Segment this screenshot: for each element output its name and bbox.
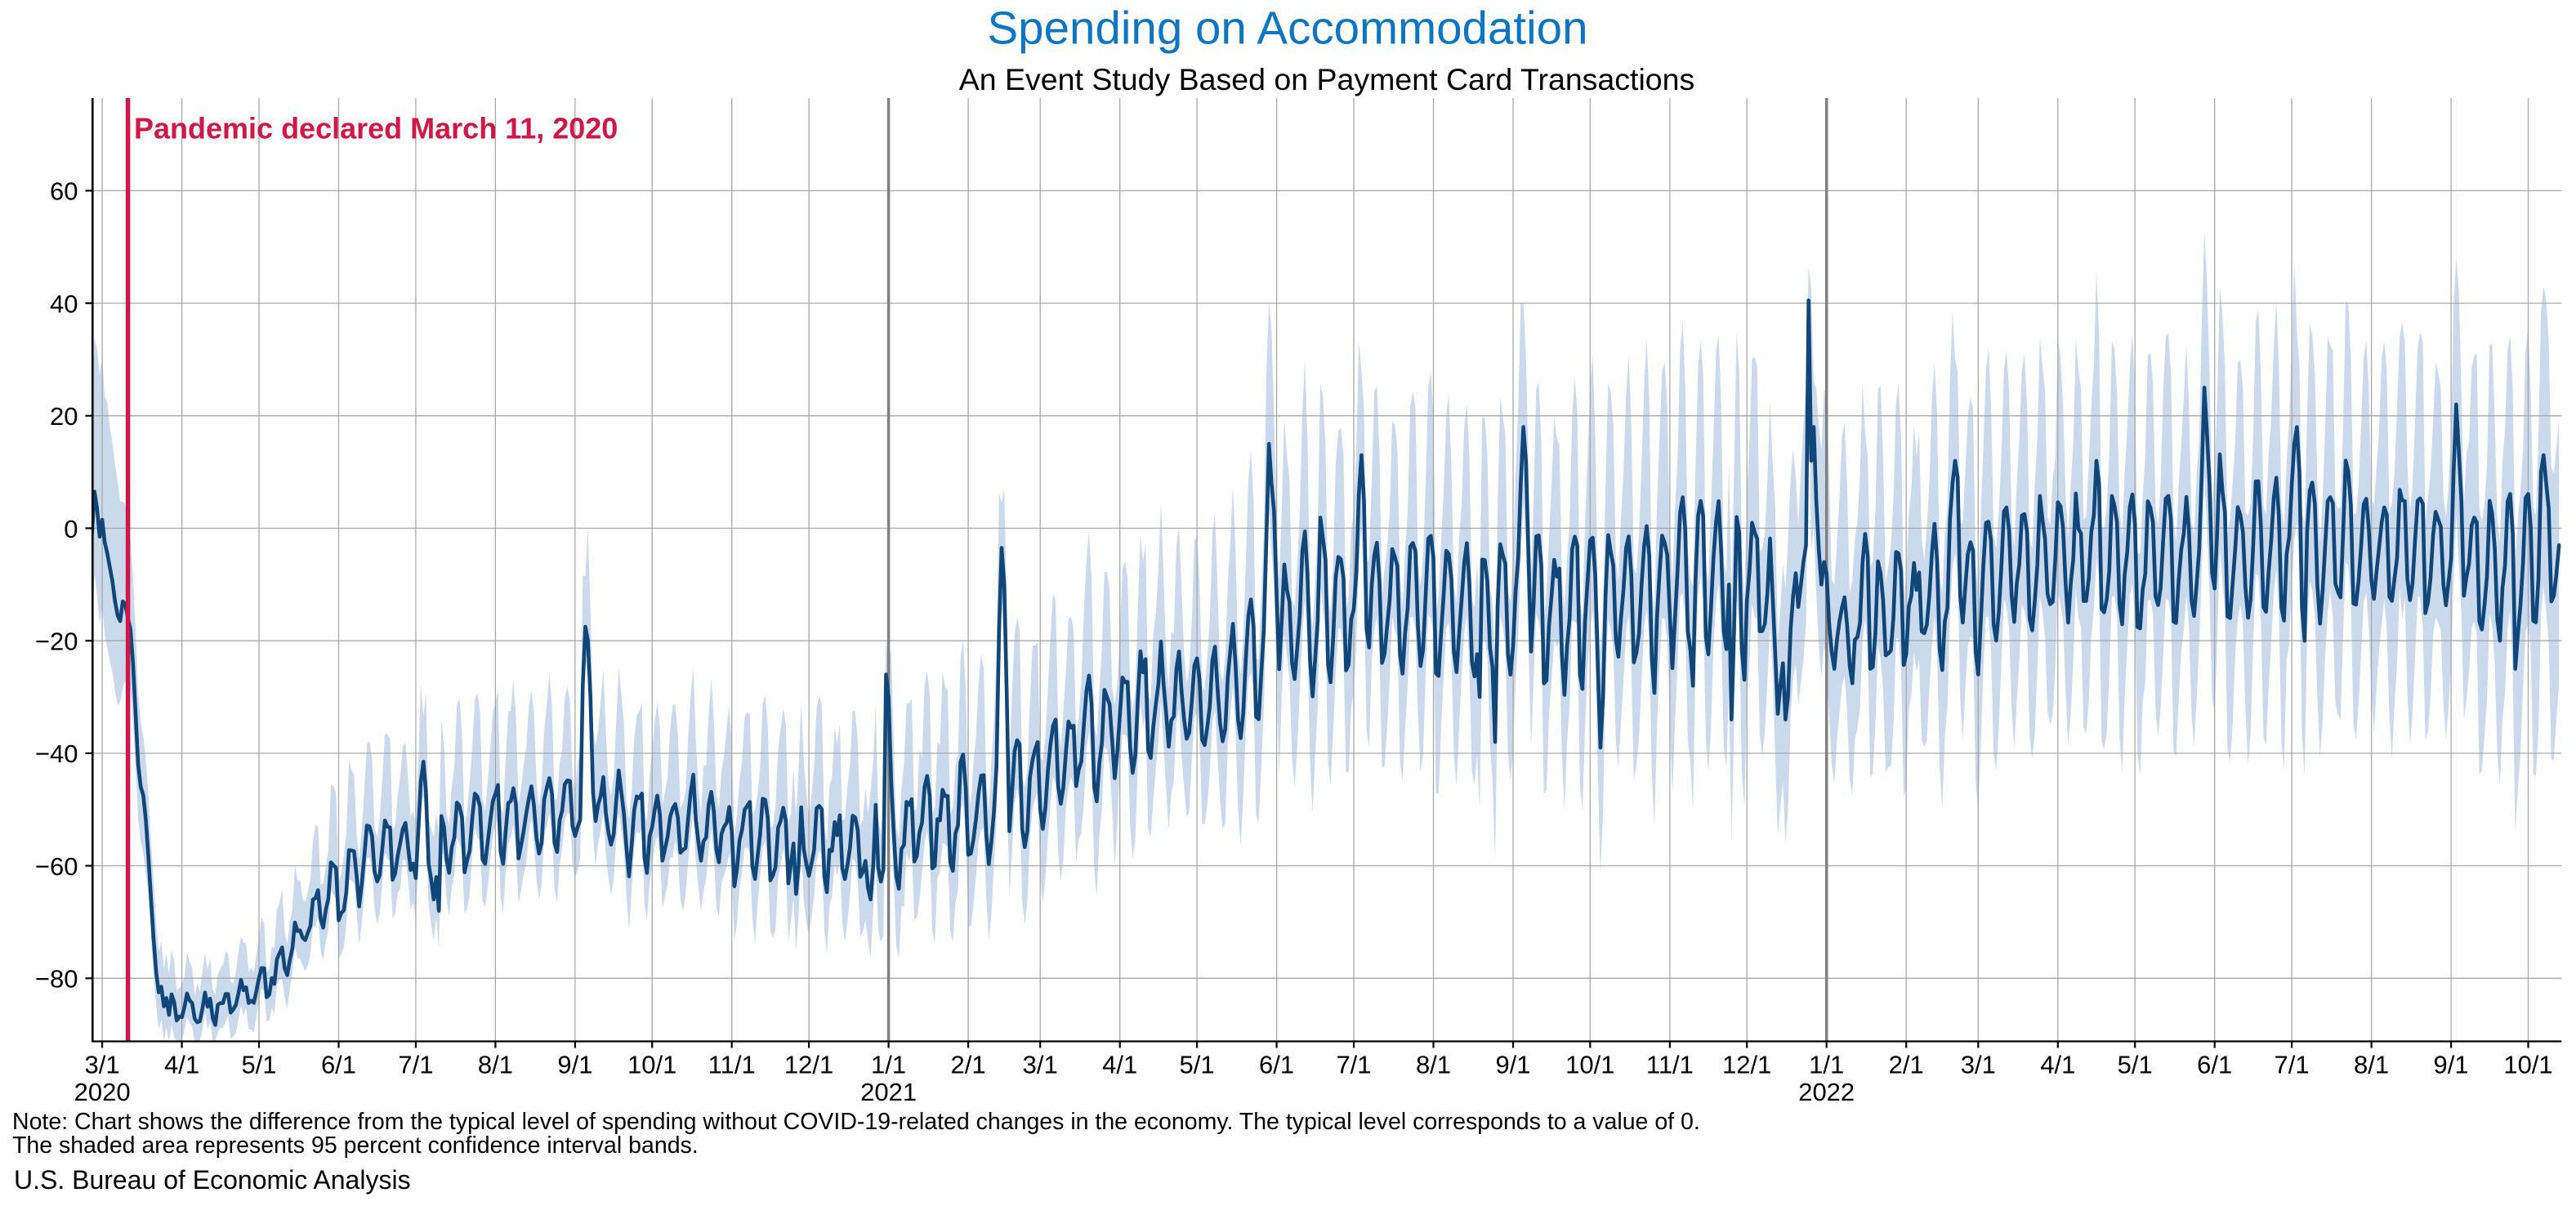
svg-text:Note: Chart shows the differen: Note: Chart shows the difference from th… [12,1109,1700,1135]
svg-text:−60: −60 [35,852,78,881]
svg-text:−80: −80 [35,965,78,994]
svg-text:8/1: 8/1 [1416,1051,1451,1079]
svg-text:4/1: 4/1 [164,1051,199,1079]
svg-text:7/1: 7/1 [398,1051,433,1079]
svg-text:9/1: 9/1 [1495,1051,1530,1079]
svg-text:3/1: 3/1 [1961,1051,1996,1079]
svg-text:7/1: 7/1 [2275,1051,2310,1079]
svg-text:The shaded area represents 95: The shaded area represents 95 percent co… [12,1132,699,1159]
svg-text:1/1: 1/1 [871,1051,906,1079]
svg-text:2020: 2020 [74,1078,131,1106]
svg-text:2022: 2022 [1798,1078,1855,1106]
svg-text:2021: 2021 [860,1078,917,1106]
svg-text:3/1: 3/1 [85,1051,120,1079]
svg-text:−40: −40 [35,739,78,768]
svg-text:7/1: 7/1 [1336,1051,1371,1079]
svg-text:9/1: 9/1 [557,1051,592,1079]
svg-text:Pandemic declared March 11, 20: Pandemic declared March 11, 2020 [134,111,618,145]
svg-text:An Event Study Based on Paymen: An Event Study Based on Payment Card Tra… [959,62,1695,96]
svg-text:0: 0 [64,515,78,543]
svg-text:−20: −20 [35,628,78,656]
svg-text:10/1: 10/1 [2503,1051,2552,1079]
svg-text:2/1: 2/1 [951,1051,986,1079]
svg-text:6/1: 6/1 [1259,1051,1294,1079]
svg-text:6/1: 6/1 [2197,1051,2232,1079]
svg-text:11/1: 11/1 [1646,1051,1694,1079]
svg-text:12/1: 12/1 [784,1051,833,1079]
svg-text:9/1: 9/1 [2434,1051,2469,1079]
svg-text:10/1: 10/1 [627,1051,676,1079]
svg-text:U.S. Bureau of Economic Analys: U.S. Bureau of Economic Analysis [14,1165,411,1195]
svg-text:11/1: 11/1 [708,1051,756,1079]
svg-text:60: 60 [50,177,78,206]
svg-text:5/1: 5/1 [2118,1051,2153,1079]
svg-text:8/1: 8/1 [2354,1051,2389,1079]
svg-text:5/1: 5/1 [1180,1051,1215,1079]
svg-text:4/1: 4/1 [1102,1051,1137,1079]
svg-text:4/1: 4/1 [2040,1051,2075,1079]
svg-text:5/1: 5/1 [241,1051,276,1079]
svg-text:1/1: 1/1 [1809,1051,1844,1079]
svg-text:6/1: 6/1 [321,1051,356,1079]
svg-text:8/1: 8/1 [478,1051,513,1079]
svg-text:40: 40 [50,289,78,318]
svg-text:Spending on Accommodation: Spending on Accommodation [988,2,1588,54]
svg-text:2/1: 2/1 [1889,1051,1924,1079]
svg-text:12/1: 12/1 [1722,1051,1771,1079]
svg-text:10/1: 10/1 [1565,1051,1614,1079]
svg-text:3/1: 3/1 [1023,1051,1058,1079]
svg-text:20: 20 [50,402,78,431]
